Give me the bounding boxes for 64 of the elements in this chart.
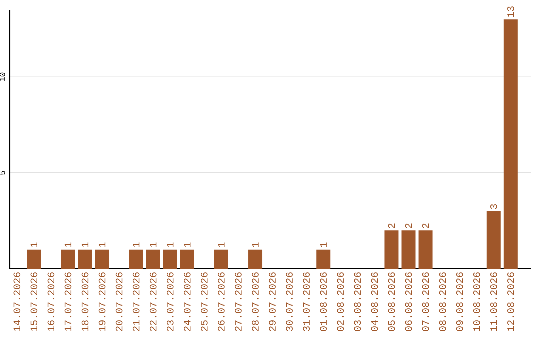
bar	[248, 250, 263, 269]
x-tick-label: 04.08.2026	[371, 272, 378, 332]
x-tick-label: 07.08.2026	[422, 272, 430, 332]
bar	[163, 250, 178, 269]
x-tick-label: 15.07.2026	[30, 272, 38, 332]
x-tick-label: 08.08.2026	[439, 272, 446, 332]
x-tick-label: 20.07.2026	[116, 272, 123, 332]
data-label: 1	[98, 242, 106, 248]
x-tick-label: 12.08.2026	[508, 272, 514, 332]
x-tick-label: 06.08.2026	[405, 272, 412, 332]
x-tick-label: 10.08.2026	[473, 272, 480, 332]
data-label: 1	[64, 242, 72, 248]
y-tick-label: 5	[0, 171, 6, 175]
data-label: 2	[388, 224, 396, 228]
x-tick-label: 19.07.2026	[98, 272, 106, 332]
bar	[384, 230, 399, 269]
bar	[214, 250, 228, 269]
x-tick-label: 26.07.2026	[218, 272, 225, 332]
x-tick-label: 09.08.2026	[456, 272, 464, 332]
data-label: 2	[405, 224, 412, 228]
x-tick-label: 23.07.2026	[166, 272, 174, 332]
bar	[27, 250, 42, 269]
bar	[95, 250, 110, 269]
bar	[129, 250, 144, 269]
x-tick-label: 18.07.2026	[82, 272, 89, 332]
bar	[504, 20, 518, 269]
x-tick-label: 03.08.2026	[354, 272, 362, 332]
data-label: 1	[133, 242, 140, 248]
x-tick-label: 22.07.2026	[150, 272, 157, 332]
data-label: 1	[150, 242, 157, 248]
bar	[146, 250, 160, 269]
y-tick-label: 10	[0, 72, 6, 82]
x-tick-label: 17.07.2026	[64, 272, 72, 332]
x-tick-label: 25.07.2026	[201, 272, 208, 332]
data-label: 1	[218, 242, 225, 248]
data-label: 1	[82, 242, 89, 248]
x-tick-label: 14.07.2026	[14, 272, 21, 332]
bar	[180, 250, 194, 269]
bar	[402, 230, 416, 269]
x-tick-label: 24.07.2026	[184, 272, 191, 332]
data-label: 13	[508, 6, 514, 18]
bar	[61, 250, 76, 269]
x-tick-label: 02.08.2026	[337, 272, 344, 332]
x-tick-label: 11.08.2026	[490, 272, 498, 332]
data-label: 3	[490, 204, 498, 210]
bar	[316, 250, 331, 269]
x-tick-label: 05.08.2026	[388, 272, 396, 332]
bar	[78, 250, 92, 269]
x-tick-label: 21.07.2026	[132, 272, 140, 332]
x-tick-label: 29.07.2026	[269, 272, 276, 332]
bar	[418, 230, 433, 269]
data-label: 1	[184, 242, 191, 248]
x-tick-label: 28.07.2026	[252, 272, 259, 332]
x-tick-label: 27.07.2026	[235, 272, 242, 332]
data-label: 2	[422, 224, 430, 228]
data-label: 1	[30, 242, 38, 248]
data-label: 1	[320, 242, 327, 248]
x-tick-label: 30.07.2026	[286, 272, 293, 332]
bar	[486, 211, 501, 269]
data-label: 1	[167, 242, 174, 248]
data-label: 1	[252, 242, 259, 248]
x-tick-label: 31.07.2026	[303, 272, 310, 332]
x-tick-label: 16.07.2026	[48, 272, 55, 332]
x-tick-label: 01.08.2026	[320, 272, 328, 332]
